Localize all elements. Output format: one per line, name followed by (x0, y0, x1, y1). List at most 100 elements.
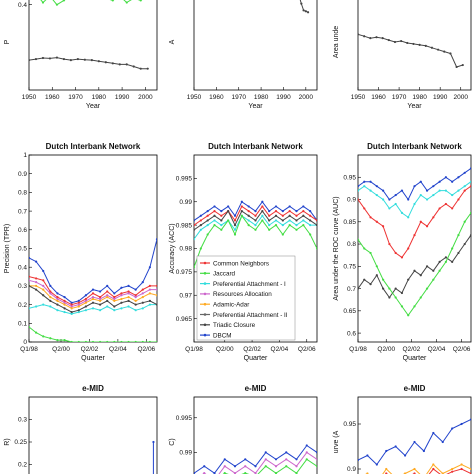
data-point (141, 292, 144, 295)
y-tick-label: 0.6 (18, 227, 27, 234)
data-point (432, 278, 435, 281)
data-point (244, 458, 247, 461)
data-point (375, 463, 378, 466)
x-tick-label: 1950 (187, 94, 202, 101)
data-point (302, 224, 305, 227)
data-point (155, 238, 157, 241)
data-point (49, 290, 52, 293)
chart-panel-4: Dutch Interbank Network Quarter Precision … (4, 142, 158, 362)
data-point (141, 301, 144, 304)
data-point (63, 296, 66, 299)
data-point (213, 210, 216, 213)
legend-marker (203, 292, 207, 296)
series-line-2 (29, 57, 148, 70)
data-point (432, 463, 435, 466)
x-tick-label: Q2/00 (216, 346, 234, 353)
data-point (62, 57, 66, 61)
x-tick-label: 1950 (351, 94, 366, 101)
data-point (56, 339, 59, 342)
legend: Common Neighbors Jaccard Preferential Atta… (196, 255, 296, 341)
data-point (106, 290, 109, 293)
data-point (113, 292, 116, 295)
data-point (35, 260, 38, 263)
data-point (84, 309, 87, 312)
data-point (29, 307, 31, 310)
data-point (394, 193, 397, 197)
data-point (438, 260, 441, 263)
data-point (106, 284, 109, 287)
data-point (295, 458, 298, 461)
data-point (309, 214, 312, 217)
legend-entry: Preferential Attachment - I (213, 281, 286, 288)
data-point (457, 189, 460, 192)
data-point (35, 281, 38, 284)
data-point (148, 288, 151, 291)
data-point (309, 219, 312, 222)
data-point (120, 292, 123, 295)
data-point (463, 171, 466, 174)
data-point (42, 294, 45, 297)
data-point (393, 40, 397, 44)
data-point (29, 284, 31, 287)
data-point (274, 205, 278, 208)
data-point (220, 214, 223, 217)
x-tick-label: 2000 (299, 94, 314, 101)
data-point (141, 288, 144, 291)
data-point (106, 296, 109, 299)
legend-entry: Triadic Closure (213, 322, 256, 329)
data-point (77, 340, 80, 342)
data-point (302, 9, 305, 12)
data-point (29, 325, 31, 329)
data-point (358, 185, 360, 188)
data-point (91, 301, 95, 304)
data-point (134, 303, 137, 306)
data-point (134, 296, 137, 299)
data-point (261, 210, 264, 213)
data-point (306, 11, 310, 14)
data-point (261, 219, 264, 222)
series-line-1 (40, 0, 143, 6)
data-point (274, 219, 278, 222)
chart-panel-6: Dutch Interbank Network Quarter Area under… (333, 142, 472, 362)
data-point (432, 467, 435, 471)
data-point (106, 305, 109, 308)
data-point (295, 214, 298, 217)
y-axis-label: Precision (TPR) (4, 224, 11, 273)
data-point (451, 193, 454, 197)
data-point (261, 205, 264, 208)
data-point (469, 418, 471, 421)
legend-marker (203, 302, 207, 306)
data-point (91, 307, 95, 310)
plot-area (357, 0, 472, 91)
data-point (134, 340, 137, 342)
data-point (99, 296, 102, 299)
data-point (382, 198, 385, 201)
data-point (213, 224, 216, 227)
data-point (432, 431, 435, 435)
data-point (457, 234, 460, 237)
plot-area (357, 396, 472, 474)
data-point (63, 299, 66, 302)
data-point (91, 292, 95, 295)
data-point (441, 440, 444, 444)
y-tick-label: 0.9 (347, 197, 356, 204)
y-tick-label: 0.995 (176, 176, 193, 183)
x-tick-label: Q1/98 (185, 346, 203, 353)
data-point (148, 340, 151, 342)
y-axis-label: Accuracy (ACC) (169, 223, 176, 273)
data-point (223, 465, 226, 468)
data-point (254, 224, 257, 227)
chart-title: e-MID (404, 384, 426, 393)
data-point (84, 299, 87, 302)
data-point (194, 228, 196, 231)
data-point (375, 220, 378, 223)
data-point (49, 337, 52, 340)
data-point (295, 210, 298, 213)
x-tick-label: 1970 (392, 94, 407, 101)
data-point (49, 305, 52, 308)
data-point (199, 224, 202, 227)
data-point (84, 305, 87, 308)
y-tick-label: 1 (23, 152, 27, 159)
y-tick-label: 0.95 (343, 174, 356, 181)
data-point (425, 265, 429, 268)
